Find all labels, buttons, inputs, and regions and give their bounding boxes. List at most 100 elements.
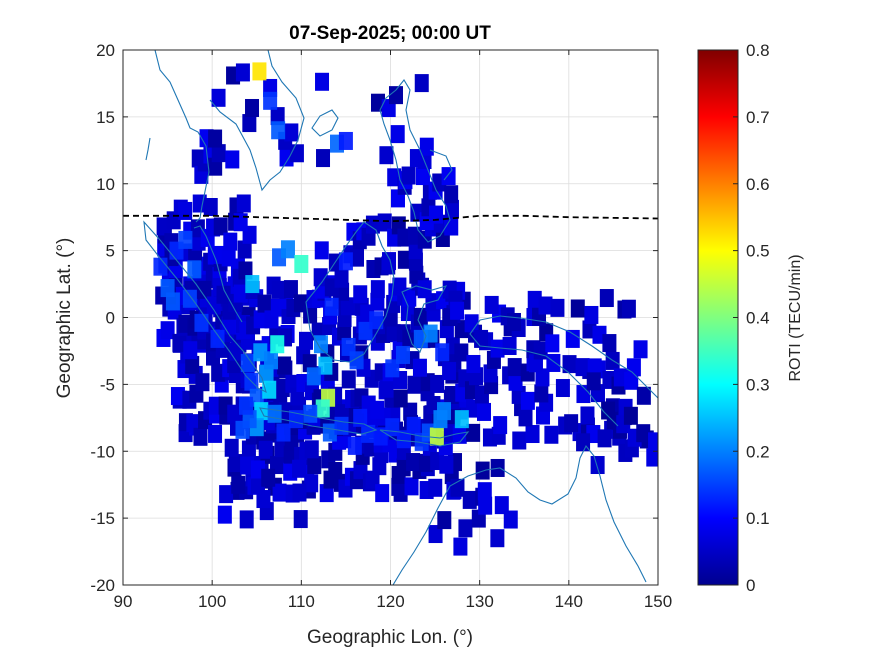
roti-background-cell — [418, 453, 433, 472]
y-tick-label: 0 — [106, 309, 115, 328]
roti-background-cell — [466, 399, 481, 418]
colorbar-tick-label: 0.3 — [746, 375, 770, 394]
roti-cell — [353, 408, 368, 427]
coast-borneo — [305, 221, 395, 363]
roti-background-cell — [350, 248, 365, 267]
roti-background-cell — [454, 343, 469, 362]
roti-background-cell — [160, 321, 175, 340]
roti-background-cell — [478, 496, 493, 515]
roti-background-cell — [453, 537, 468, 556]
roti-background-cell — [570, 299, 585, 318]
roti-background-cell — [636, 424, 651, 443]
roti-background-cell — [303, 305, 318, 324]
roti-background-cell — [462, 490, 477, 509]
roti-cell — [178, 230, 193, 249]
roti-background-cell — [270, 107, 285, 126]
roti-background-cell — [293, 510, 308, 529]
roti-background-cell — [377, 213, 392, 232]
roti-background-cell — [518, 408, 533, 427]
roti-cell — [240, 353, 255, 372]
roti-background-cell — [520, 391, 535, 410]
roti-background-cell — [316, 149, 331, 168]
x-tick-label: 130 — [465, 592, 493, 611]
x-tick-label: 100 — [198, 592, 226, 611]
roti-background-cell — [474, 329, 489, 348]
roti-background-cell — [407, 375, 422, 394]
roti-background-cell — [534, 384, 549, 403]
roti-background-cell — [284, 123, 299, 142]
roti-cell — [253, 343, 268, 362]
roti-background-cell — [277, 356, 292, 375]
chart-title: 07-Sep-2025; 00:00 UT — [289, 23, 491, 44]
roti-background-cell — [586, 372, 601, 391]
coast-australia — [392, 444, 647, 585]
roti-cell — [347, 436, 362, 455]
roti-background-cell — [370, 400, 385, 419]
roti-background-cell — [236, 194, 251, 213]
roti-cell — [361, 424, 376, 443]
roti-background-cell — [208, 424, 223, 443]
roti-cell — [313, 335, 328, 354]
roti-cell — [280, 240, 295, 259]
roti-background-cell — [353, 285, 368, 304]
roti-cell — [153, 257, 168, 276]
roti-background-cell — [261, 468, 276, 487]
y-axis-label: Geographic Lat. (°) — [54, 238, 75, 399]
roti-background-cell — [256, 490, 271, 509]
roti-background-cell — [170, 387, 185, 406]
roti-background-cell — [525, 425, 540, 444]
roti-background-cell — [240, 456, 255, 475]
coastlines — [143, 50, 658, 585]
roti-cell — [267, 404, 282, 423]
roti-background-cell — [503, 510, 518, 529]
roti-background-cell — [466, 423, 481, 442]
roti-background-cell — [413, 307, 428, 326]
coast-sri-lanka — [145, 137, 151, 161]
roti-background-cell — [546, 353, 561, 372]
roti-background-cell — [227, 404, 242, 423]
colorbar — [698, 50, 738, 585]
roti-background-cell — [257, 294, 272, 313]
roti-background-cell — [555, 379, 570, 398]
coast-sumatra — [143, 220, 267, 394]
roti-background-cell — [245, 98, 260, 117]
roti-background-cell — [238, 261, 253, 280]
roti-background-cell — [183, 341, 198, 360]
roti-background-cell — [502, 336, 517, 355]
roti-background-cell — [412, 358, 427, 377]
roti-background-cell — [444, 185, 459, 204]
roti-background-cell — [458, 519, 473, 538]
roti-background-cell — [211, 88, 226, 107]
roti-background-cell — [186, 414, 201, 433]
roti-cell — [435, 343, 450, 362]
y-tick-label: -15 — [90, 509, 115, 528]
roti-background-cell — [477, 482, 492, 501]
roti-background-cell — [208, 157, 223, 176]
roti-background-cell — [490, 339, 505, 358]
roti-background-cell — [402, 329, 417, 348]
roti-background-cell — [231, 475, 246, 494]
roti-background-cell — [172, 333, 187, 352]
colorbar-tick-label: 0.7 — [746, 108, 770, 127]
roti-background-cell — [623, 406, 638, 425]
roti-cell — [210, 329, 225, 348]
roti-background-cell — [375, 484, 390, 503]
roti-cell — [423, 324, 438, 343]
roti-background-cell — [193, 427, 208, 446]
roti-background-cell — [466, 354, 481, 373]
roti-background-cell — [221, 248, 236, 267]
roti-background-cell — [271, 280, 286, 299]
roti-background-cell — [228, 454, 243, 473]
roti-background-cell — [237, 240, 252, 259]
x-tick-label: 110 — [288, 592, 315, 611]
y-axis: 20 15 10 5 0 -5 -10 -15 -20 — [90, 41, 658, 595]
roti-background-cell — [233, 284, 248, 303]
colorbar-tick-label: 0.1 — [746, 509, 770, 528]
roti-background-cell — [597, 429, 612, 448]
roti-background-cell — [437, 511, 452, 530]
roti-background-cell — [602, 334, 617, 353]
roti-background-cell — [483, 364, 498, 383]
roti-cell — [182, 289, 197, 308]
x-tick-label: 120 — [376, 592, 404, 611]
roti-background-cell — [404, 477, 419, 496]
